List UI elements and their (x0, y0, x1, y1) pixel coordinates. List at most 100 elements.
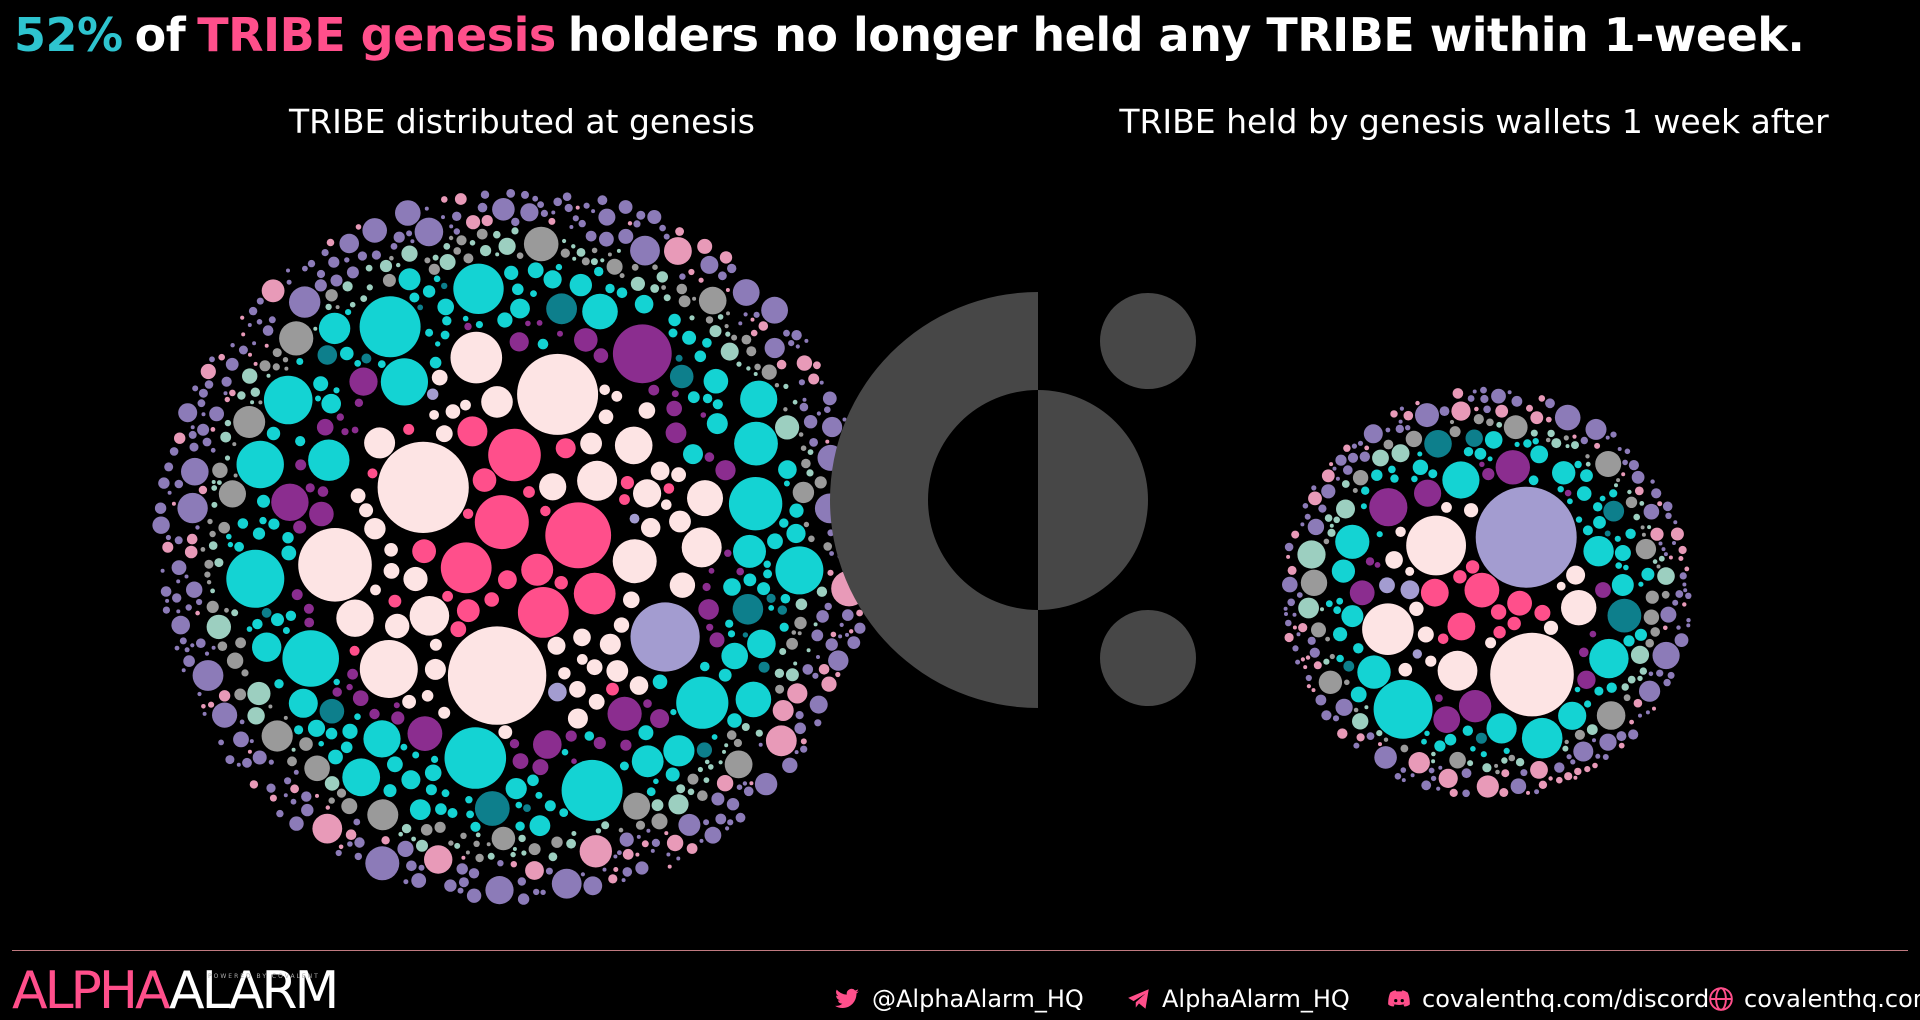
bubble (1607, 598, 1642, 633)
bubble (186, 581, 203, 598)
bubble (608, 874, 618, 884)
bubble (584, 731, 595, 741)
bubble (224, 419, 232, 427)
bubble (350, 488, 366, 504)
bubble (736, 784, 743, 790)
bubble (274, 679, 284, 689)
bubble (220, 431, 232, 443)
bubble (388, 594, 402, 608)
bubble (509, 739, 520, 749)
bubble (477, 202, 488, 213)
bubble (486, 842, 491, 847)
bubble (154, 502, 167, 514)
bubble (209, 406, 225, 422)
bubble (733, 738, 743, 748)
bubble (571, 758, 577, 764)
bubble (1292, 645, 1299, 652)
bubble (206, 614, 231, 640)
bubble (1395, 424, 1405, 434)
bubble (512, 753, 529, 769)
bubble (700, 412, 707, 418)
bubble (1307, 518, 1325, 536)
web-link[interactable]: covalenthq.com (1744, 985, 1920, 1013)
bubble (1439, 406, 1450, 416)
bubble (1438, 768, 1458, 789)
bubble (317, 486, 329, 497)
telegram-link[interactable]: AlphaAlarm_HQ (1162, 985, 1350, 1013)
bubble (697, 790, 708, 801)
bubble (813, 361, 821, 370)
bubble (354, 360, 362, 367)
twitter-link[interactable]: @AlphaAlarm_HQ (872, 985, 1084, 1013)
bubble (217, 480, 222, 485)
bubble (807, 449, 814, 455)
bubble (218, 739, 225, 746)
bubble (523, 226, 559, 262)
bubble (629, 513, 640, 524)
bubble (1390, 474, 1399, 483)
bubble (1325, 600, 1333, 608)
bubble (620, 476, 635, 490)
bubble (317, 345, 338, 365)
bubble (1284, 632, 1294, 643)
bubble (796, 355, 813, 371)
bubble (480, 190, 490, 199)
bubble (698, 286, 727, 315)
bubble (562, 192, 572, 201)
bubble (792, 399, 798, 405)
bubble (449, 224, 454, 229)
bubble (1305, 674, 1312, 682)
bubble (1552, 461, 1576, 485)
bubble (814, 476, 827, 489)
bubble (1451, 401, 1471, 421)
bubble (345, 309, 352, 316)
bubble (540, 889, 546, 895)
bubble (279, 321, 314, 356)
bubble (720, 342, 739, 361)
bubble (460, 399, 471, 411)
bubble (619, 273, 625, 279)
bubble (564, 203, 573, 213)
bubble (256, 297, 264, 305)
bubble (266, 373, 271, 378)
bubble (806, 469, 814, 477)
bubble (743, 312, 748, 317)
bubble (636, 210, 646, 220)
bubble (593, 348, 609, 363)
bubble (340, 346, 354, 361)
twitter-icon (835, 988, 859, 1008)
bubble (567, 708, 588, 729)
bubble (579, 835, 612, 868)
bubble (383, 563, 400, 579)
discord-icon (1388, 990, 1410, 1007)
bubble (428, 263, 440, 275)
bubble (669, 510, 691, 533)
bubble (754, 363, 761, 371)
bubble (1622, 459, 1628, 466)
bubble (321, 249, 329, 257)
bubble (1442, 461, 1480, 499)
bubble (448, 235, 454, 241)
bubble (1296, 632, 1301, 637)
bubble (1361, 486, 1370, 495)
discord-link[interactable]: covalenthq.com/discord (1422, 985, 1710, 1013)
bubble (1465, 429, 1483, 447)
bubble (789, 503, 804, 518)
bubble (1633, 513, 1640, 521)
bubble (746, 346, 757, 357)
bubble (1376, 730, 1383, 737)
bubble (169, 447, 179, 456)
bubble (218, 353, 225, 361)
bubble (750, 317, 755, 322)
bubble (176, 579, 181, 584)
bubble (164, 462, 174, 472)
bubble (425, 784, 437, 796)
bubble (165, 598, 170, 603)
bubble (839, 622, 844, 628)
bubble (1668, 555, 1673, 560)
bubble (1683, 588, 1688, 593)
bubble (816, 586, 828, 597)
bubble (1657, 567, 1675, 585)
bubble (237, 518, 249, 529)
bubble (1625, 528, 1636, 539)
